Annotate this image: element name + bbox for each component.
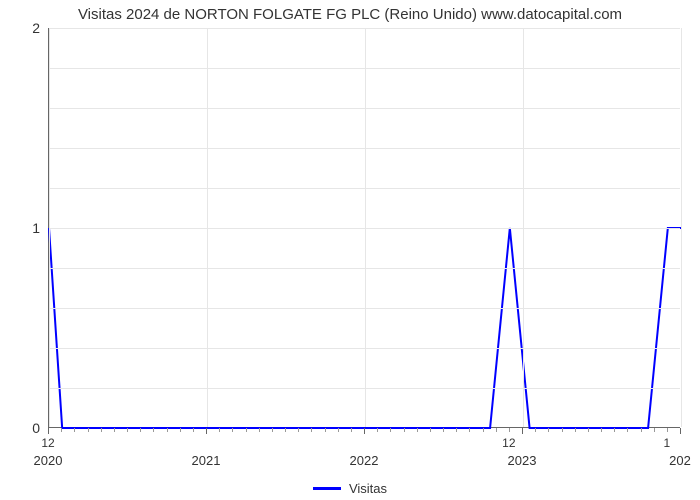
xtick-minor: [232, 428, 233, 432]
xtick-minor: [101, 428, 102, 432]
xtick-minor: [456, 428, 457, 432]
xtick-minor: [167, 428, 168, 432]
xtick-minor: [562, 428, 563, 432]
xtick-minor: [627, 428, 628, 432]
xtick-major-mark: [522, 428, 523, 434]
ytick-label: 2: [10, 20, 40, 36]
xtick-minor: [654, 428, 655, 432]
xtick-minor: [496, 428, 497, 432]
xtick-major-mark: [364, 428, 365, 434]
xtick-minor: [246, 428, 247, 432]
xtick-minor: [535, 428, 536, 432]
grid-horizontal: [49, 28, 680, 29]
xtick-minor: [272, 428, 273, 432]
grid-horizontal-minor: [49, 188, 680, 189]
xtick-minor: [390, 428, 391, 432]
ytick-label: 0: [10, 420, 40, 436]
xtick-minor: [193, 428, 194, 432]
xtick-minor: [575, 428, 576, 432]
xtick-minor: [548, 428, 549, 432]
xtick-minor: [417, 428, 418, 432]
grid-horizontal-minor: [49, 108, 680, 109]
xtick-minor: [404, 428, 405, 432]
xtick-minor: [153, 428, 154, 432]
grid-horizontal-minor: [49, 148, 680, 149]
xtick-minor: [180, 428, 181, 432]
xtick-minor: [338, 428, 339, 432]
xtick-minor: [601, 428, 602, 432]
ytick-label: 1: [10, 220, 40, 236]
xtick-minor: [219, 428, 220, 432]
xtick-minor: [483, 428, 484, 432]
xtick-minor: [74, 428, 75, 432]
xtick-minor: [285, 428, 286, 432]
grid-horizontal-minor: [49, 348, 680, 349]
xtick-minor: [325, 428, 326, 432]
grid-vertical: [681, 28, 682, 427]
xtick-minor: [114, 428, 115, 432]
chart-container: Visitas 2024 de NORTON FOLGATE FG PLC (R…: [0, 0, 700, 500]
xtick-major-label: 2022: [350, 453, 379, 468]
legend: Visitas: [0, 480, 700, 496]
grid-horizontal: [49, 228, 680, 229]
xtick-major-mark: [206, 428, 207, 434]
xtick-minor: [588, 428, 589, 432]
grid-horizontal-minor: [49, 68, 680, 69]
xtick-minor: [259, 428, 260, 432]
xtick-minor: [469, 428, 470, 432]
xtick-major-mark: [48, 428, 49, 434]
plot-area: [48, 28, 680, 428]
chart-title: Visitas 2024 de NORTON FOLGATE FG PLC (R…: [0, 6, 700, 23]
xtick-minor: [430, 428, 431, 432]
xtick-minor: [311, 428, 312, 432]
xtick-minor: [509, 428, 510, 432]
xtick-major-label: 2023: [508, 453, 537, 468]
xtick-minor: [298, 428, 299, 432]
legend-label: Visitas: [349, 481, 387, 496]
grid-horizontal-minor: [49, 268, 680, 269]
xtick-minor: [667, 428, 668, 432]
xtick-major-label: 2020: [34, 453, 63, 468]
grid-horizontal-minor: [49, 388, 680, 389]
xtick-minor: [351, 428, 352, 432]
xtick-minor: [88, 428, 89, 432]
xtick-minor: [140, 428, 141, 432]
xtick-major-label: 2021: [192, 453, 221, 468]
legend-swatch: [313, 487, 341, 490]
xtick-point-label: 12: [502, 436, 515, 450]
xtick-major-mark: [680, 428, 681, 434]
xtick-minor: [641, 428, 642, 432]
xtick-minor: [377, 428, 378, 432]
xtick-point-label: 1: [663, 436, 670, 450]
xtick-minor: [614, 428, 615, 432]
xtick-point-label: 12: [41, 436, 54, 450]
xtick-minor: [443, 428, 444, 432]
grid-horizontal-minor: [49, 308, 680, 309]
xtick-major-label: 202: [669, 453, 691, 468]
xtick-minor: [127, 428, 128, 432]
xtick-minor: [61, 428, 62, 432]
